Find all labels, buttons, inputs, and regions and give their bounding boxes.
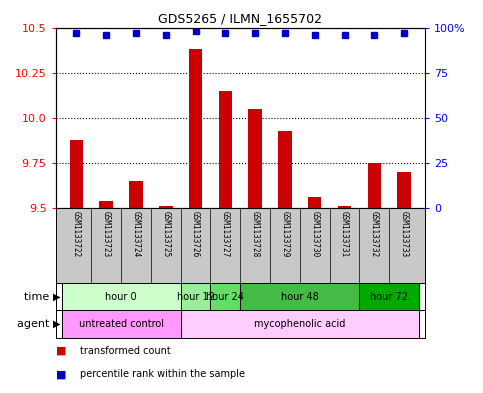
Text: GSM1133724: GSM1133724 (131, 211, 141, 257)
Text: transformed count: transformed count (80, 346, 170, 356)
Text: GSM1133727: GSM1133727 (221, 211, 230, 257)
Text: hour 24: hour 24 (206, 292, 244, 302)
Bar (70, 140, 83, 208)
Text: GSM1133730: GSM1133730 (310, 211, 319, 257)
Bar (278, 130, 292, 208)
Bar (159, 206, 172, 208)
Text: GSM1133722: GSM1133722 (72, 211, 81, 257)
Text: GSM1133731: GSM1133731 (340, 211, 349, 257)
Text: GSM1133728: GSM1133728 (251, 211, 260, 257)
Text: GSM1133732: GSM1133732 (370, 211, 379, 257)
Text: GSM1133726: GSM1133726 (191, 211, 200, 257)
Text: untreated control: untreated control (79, 319, 164, 329)
Text: agent: agent (17, 319, 53, 329)
Text: GSM1133729: GSM1133729 (281, 211, 289, 257)
Bar (368, 163, 381, 208)
Bar (189, 49, 202, 208)
Bar (99, 201, 113, 208)
Bar (398, 172, 411, 208)
Bar (248, 109, 262, 208)
Bar (219, 91, 232, 208)
Text: percentile rank within the sample: percentile rank within the sample (80, 369, 245, 379)
Bar (338, 206, 351, 208)
Bar (129, 181, 142, 208)
Text: GSM1133723: GSM1133723 (102, 211, 111, 257)
Text: ▶: ▶ (53, 292, 61, 302)
Text: ■: ■ (56, 369, 66, 379)
Text: hour 48: hour 48 (281, 292, 319, 302)
Text: hour 12: hour 12 (177, 292, 214, 302)
Title: GDS5265 / ILMN_1655702: GDS5265 / ILMN_1655702 (158, 12, 322, 25)
Text: hour 0: hour 0 (105, 292, 137, 302)
Text: ▶: ▶ (53, 319, 61, 329)
Text: ■: ■ (56, 346, 66, 356)
Text: hour 72: hour 72 (370, 292, 408, 302)
Text: GSM1133725: GSM1133725 (161, 211, 170, 257)
Text: mycophenolic acid: mycophenolic acid (254, 319, 345, 329)
Bar (308, 197, 322, 208)
Text: time: time (24, 292, 53, 302)
Text: GSM1133733: GSM1133733 (399, 211, 409, 257)
